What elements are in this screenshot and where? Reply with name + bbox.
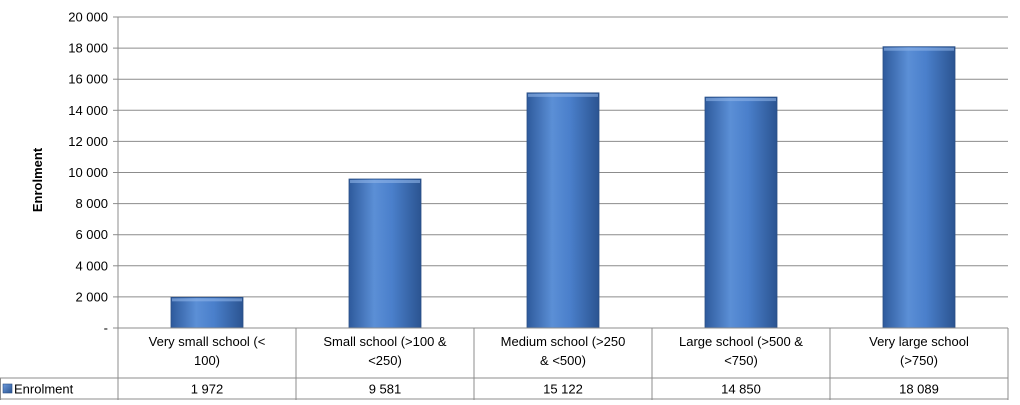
bar-highlight bbox=[884, 47, 954, 51]
x-category-label: & <500) bbox=[540, 353, 586, 368]
bar bbox=[170, 296, 244, 329]
data-table-value: 1 972 bbox=[191, 382, 224, 397]
bar bbox=[348, 178, 422, 329]
y-tick-label: 10 000 bbox=[68, 165, 108, 180]
y-tick-label: 12 000 bbox=[68, 134, 108, 149]
y-tick-label: 2 000 bbox=[75, 289, 108, 304]
bar-group bbox=[170, 296, 244, 329]
bar bbox=[526, 92, 600, 329]
x-category-label: Medium school (>250 bbox=[501, 334, 626, 349]
bar-highlight bbox=[528, 93, 598, 97]
bar-highlight bbox=[350, 180, 420, 184]
x-category-label: <750) bbox=[724, 353, 758, 368]
bar-highlight bbox=[706, 98, 776, 102]
legend-series-name: Enrolment bbox=[14, 382, 74, 397]
y-tick-label: 8 000 bbox=[75, 196, 108, 211]
bar-group bbox=[348, 178, 422, 329]
y-tick-label: 18 000 bbox=[68, 41, 108, 56]
data-table-value: 18 089 bbox=[899, 382, 939, 397]
bar-group bbox=[526, 92, 600, 329]
x-category-label: <250) bbox=[368, 353, 402, 368]
y-tick-label: 6 000 bbox=[75, 227, 108, 242]
data-table-value: 9 581 bbox=[369, 382, 402, 397]
y-tick-label: 20 000 bbox=[68, 10, 108, 25]
x-category-label: Large school (>500 & bbox=[679, 334, 803, 349]
bar bbox=[882, 46, 956, 329]
y-tick-label: 14 000 bbox=[68, 103, 108, 118]
y-axis-title: Enrolment bbox=[30, 147, 45, 212]
x-category-label: 100) bbox=[194, 353, 220, 368]
bar bbox=[704, 96, 778, 329]
y-tick-label: - bbox=[104, 321, 108, 336]
x-category-label: Small school (>100 & bbox=[323, 334, 447, 349]
x-category-label: (>750) bbox=[900, 353, 938, 368]
data-table-value: 15 122 bbox=[543, 382, 583, 397]
x-category-label: Very small school (< bbox=[149, 334, 266, 349]
data-table-value: 14 850 bbox=[721, 382, 761, 397]
bar-group bbox=[882, 46, 956, 329]
bar-highlight bbox=[172, 298, 242, 302]
legend-swatch bbox=[2, 383, 13, 394]
y-tick-label: 4 000 bbox=[75, 258, 108, 273]
x-category-label: Very large school bbox=[869, 334, 969, 349]
bar-group bbox=[704, 96, 778, 329]
y-tick-label: 16 000 bbox=[68, 72, 108, 87]
